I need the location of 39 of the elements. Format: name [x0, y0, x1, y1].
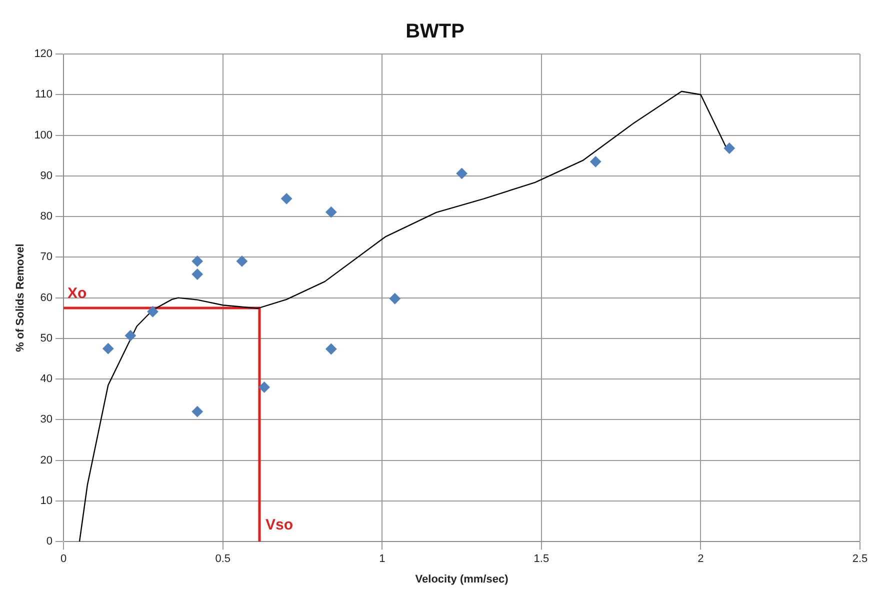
y-tick-label: 100: [34, 129, 53, 142]
annotation: Xo: [68, 285, 87, 302]
y-tick-label: 30: [40, 414, 53, 426]
y-tick-label: 20: [40, 454, 53, 466]
x-tick-label: 1.5: [534, 553, 550, 566]
y-tick-label: 90: [40, 170, 53, 182]
y-tick-label: 40: [40, 373, 53, 386]
point: [192, 406, 203, 418]
y-tick-label: 50: [40, 332, 53, 344]
y-tick-label: 120: [34, 48, 53, 60]
point: [724, 142, 735, 154]
point: [236, 256, 248, 267]
point: [456, 168, 468, 179]
x-tick-label: 0: [60, 553, 67, 566]
y-tick-label: 80: [40, 210, 53, 223]
y-tick-label: 10: [40, 495, 53, 507]
point: [192, 256, 203, 267]
point: [147, 306, 158, 318]
point: [258, 382, 270, 393]
x-tick-label: 1: [379, 553, 386, 566]
x-tick-label: 2: [698, 553, 704, 566]
point: [124, 330, 136, 342]
y-tick-label: 0: [46, 536, 53, 548]
x-axis-title: Velocity (mm/sec): [415, 573, 509, 586]
x-tick-label: 2.5: [852, 553, 868, 566]
y-tick-label: 60: [40, 292, 53, 304]
y-axis-title: % of Solids Removel: [14, 244, 27, 352]
annotation: Vso: [265, 516, 293, 534]
y-tick-label: 110: [35, 88, 53, 101]
point: [326, 344, 337, 354]
point: [192, 268, 203, 280]
x-tick-label: 0.5: [215, 553, 230, 566]
y-tick-label: 70: [40, 251, 53, 264]
point: [389, 293, 400, 304]
chart-title: BWTP: [406, 20, 464, 43]
point: [326, 206, 337, 218]
point: [281, 193, 292, 204]
point: [590, 156, 602, 168]
point: [102, 343, 114, 354]
